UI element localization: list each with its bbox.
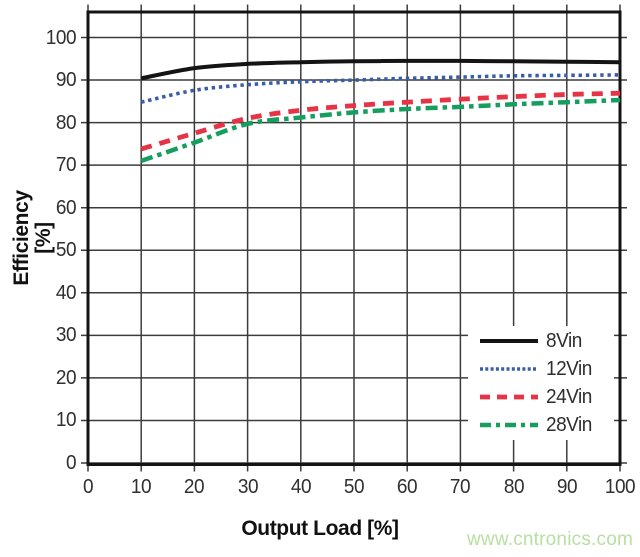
x-tick-label: 60	[397, 476, 418, 498]
y-tick-label: 70	[55, 154, 77, 177]
series-28vin	[140, 97, 621, 164]
x-tick-label: 20	[184, 476, 205, 498]
x-tick-label: 50	[343, 476, 365, 498]
legend-row-24vin: 24Vin	[480, 384, 614, 410]
y-tick-label: 50	[55, 239, 77, 262]
watermark: www.cntronics.com	[467, 529, 633, 550]
y-tick-label: 30	[55, 324, 77, 347]
series-12vin	[140, 73, 621, 104]
legend-row-12vin: 12Vin	[480, 356, 614, 382]
legend-row-8vin: 8Vin	[480, 328, 614, 354]
y-tick-label: 80	[55, 111, 77, 134]
series-8vin	[140, 58, 621, 81]
plot-frame	[86, 10, 622, 466]
x-tick-label: 70	[450, 476, 471, 498]
x-tick-label: 0	[82, 476, 94, 498]
x-tick-label: 30	[237, 476, 259, 498]
legend-line-sample-12vin	[480, 367, 538, 371]
y-tick-label: 0	[65, 452, 77, 474]
legend-label: 28Vin	[546, 413, 592, 436]
y-tick-label: 10	[55, 409, 77, 432]
legend-label: 24Vin	[546, 385, 592, 408]
x-tick-label: 80	[503, 476, 525, 498]
y-tick-label: 90	[55, 69, 77, 92]
y-tick-label: 60	[55, 196, 77, 219]
legend-line-sample-28vin	[480, 422, 538, 428]
x-tick-label: 90	[556, 476, 578, 498]
legend-label: 12Vin	[546, 357, 592, 380]
y-axis-label: Efficiency [%]	[10, 190, 55, 286]
y-tick-label: 40	[55, 281, 77, 304]
x-tick-label: 10	[131, 476, 152, 498]
x-tick-label: 40	[290, 476, 312, 498]
legend-label: 8Vin	[546, 329, 582, 352]
legend-line-sample-8vin	[480, 339, 538, 343]
x-tick-label: 100	[604, 476, 636, 498]
legend: 8Vin 12Vin 24Vin 28Vin	[468, 326, 614, 440]
y-tick-label: 100	[45, 26, 77, 49]
x-axis-label: Output Load [%]	[241, 517, 399, 540]
legend-row-28vin: 28Vin	[480, 412, 614, 438]
legend-line-sample-24vin	[480, 394, 538, 400]
y-tick-label: 20	[55, 366, 77, 389]
series-24vin	[140, 90, 621, 152]
